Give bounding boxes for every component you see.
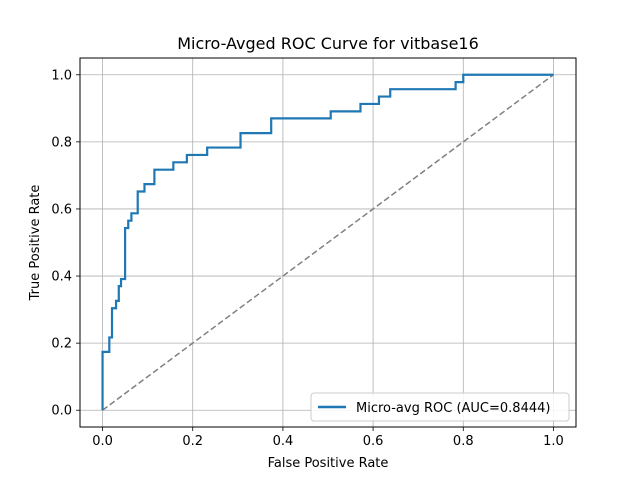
legend-box xyxy=(310,392,570,422)
x-axis-ticks: 0.0 0.2 0.4 0.6 0.8 1.0 xyxy=(92,427,564,449)
y-axis-label: True Positive Rate xyxy=(28,185,43,302)
x-tick-label: 0.2 xyxy=(182,434,203,449)
y-tick-label: 0.6 xyxy=(51,202,72,217)
y-tick-label: 1.0 xyxy=(51,68,72,83)
y-tick-label: 0.2 xyxy=(51,337,72,352)
x-tick-label: 1.0 xyxy=(543,434,564,449)
y-tick-label: 0.8 xyxy=(51,135,72,150)
roc-curve-line xyxy=(101,73,554,411)
legend: Micro-avg ROC (AUC=0.8444) xyxy=(310,392,570,422)
x-tick-label: 0.6 xyxy=(363,434,384,449)
plot-frame xyxy=(79,57,577,428)
x-tick-label: 0.0 xyxy=(92,434,113,449)
y-axis-ticks: 0.0 0.2 0.4 0.6 0.8 1.0 xyxy=(51,68,80,419)
x-axis-label: False Positive Rate xyxy=(268,456,389,471)
series-layer xyxy=(101,73,554,411)
legend-label: Micro-avg ROC (AUC=0.8444) xyxy=(356,401,550,416)
y-tick-label: 0.0 xyxy=(51,404,72,419)
chance-diagonal-line xyxy=(102,74,554,411)
chart-title: Micro-Avged ROC Curve for vitbase16 xyxy=(177,34,479,53)
x-tick-label: 0.8 xyxy=(453,434,474,449)
y-tick-label: 0.4 xyxy=(51,270,72,285)
x-tick-label: 0.4 xyxy=(273,434,294,449)
